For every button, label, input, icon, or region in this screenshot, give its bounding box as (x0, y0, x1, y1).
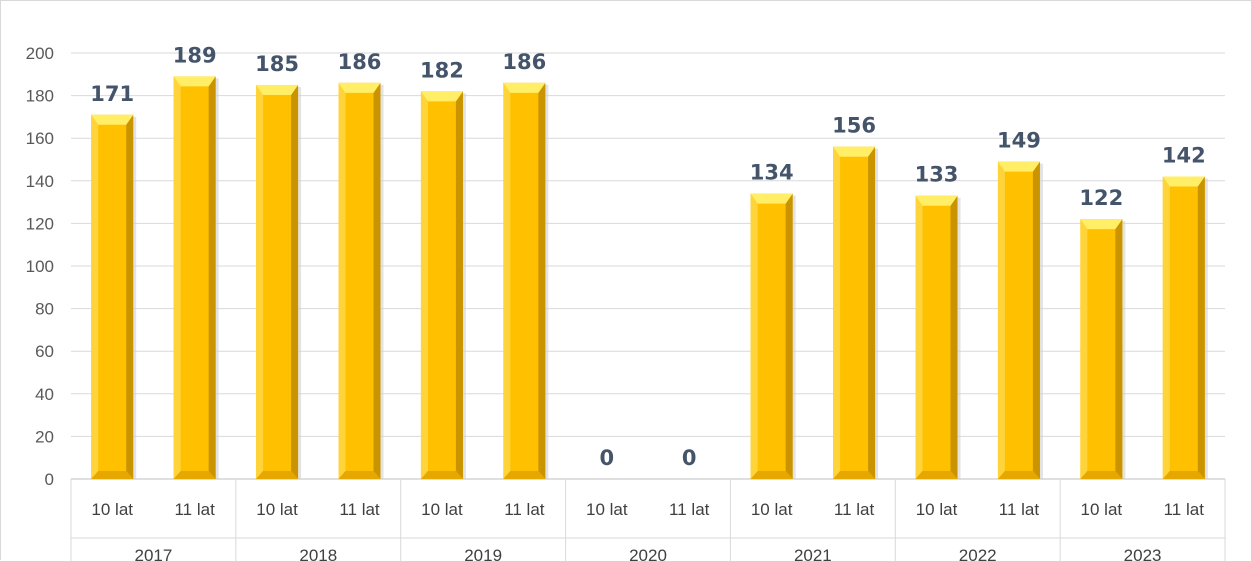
bar-bevel-right (126, 114, 134, 480)
data-label: 186 (502, 50, 546, 74)
bar-bevel-top (173, 76, 216, 87)
bar-bevel-top (420, 91, 463, 102)
bar-bevel-top (91, 114, 134, 125)
bar-bevel-right (291, 84, 299, 479)
bar-bevel-bottom (256, 471, 299, 479)
bar-bevel-right (1032, 161, 1040, 479)
data-label: 0 (682, 446, 697, 470)
bar-bevel-bottom (338, 471, 381, 479)
data-label: 134 (750, 161, 794, 185)
x-group-label: 2023 (1124, 546, 1162, 561)
bar-bevel-right (1115, 219, 1123, 479)
bar-bevel-top (833, 146, 876, 157)
x-subcategory-label: 11 lat (1164, 500, 1205, 519)
bar-bevel-bottom (173, 471, 216, 479)
bar-bevel-bottom (833, 471, 876, 479)
bar-bevel-right (868, 146, 876, 479)
data-label: 133 (915, 163, 959, 187)
data-label: 149 (997, 129, 1041, 153)
bar-bevel-top (256, 84, 299, 95)
data-label: 185 (255, 52, 299, 76)
bar-bevel-left (750, 193, 758, 479)
bar-bevel-left (997, 161, 1005, 479)
x-group-label: 2019 (464, 546, 502, 561)
bar-bevel-bottom (91, 471, 134, 479)
data-label: 189 (173, 43, 217, 67)
bar-bevel-right (950, 195, 958, 479)
y-tick-label: 160 (26, 129, 54, 148)
y-tick-label: 200 (26, 44, 54, 63)
bar-bevel-top (338, 82, 381, 93)
bar-bevel-top (750, 193, 793, 204)
y-tick-label: 80 (35, 300, 54, 319)
y-tick-label: 120 (26, 214, 54, 233)
bar-bevel-left (833, 146, 841, 479)
bar-bevel-bottom (997, 471, 1040, 479)
y-tick-label: 60 (35, 342, 54, 361)
bar-bevel-left (256, 84, 264, 479)
y-tick-label: 100 (26, 257, 54, 276)
x-group-label: 2018 (299, 546, 337, 561)
data-label: 0 (599, 446, 614, 470)
bar-bevel-top (915, 195, 958, 206)
bar-bevel-left (1080, 219, 1088, 479)
bar-bevel-bottom (420, 471, 463, 479)
bar-bevel-right (785, 193, 793, 479)
bar-bevel-right (455, 91, 463, 479)
bar-bevel-top (997, 161, 1040, 172)
bar-bevel-left (915, 195, 923, 479)
bar-bevel-left (173, 76, 181, 480)
bar-bevel-right (373, 82, 381, 479)
data-label: 186 (338, 50, 382, 74)
bar-bevel-right (208, 76, 216, 480)
bar-bevel-top (503, 82, 546, 93)
bar-bevel-top (1162, 176, 1205, 187)
x-subcategory-label: 10 lat (256, 500, 298, 519)
x-subcategory-label: 10 lat (916, 500, 958, 519)
y-tick-label: 180 (26, 87, 54, 106)
x-subcategory-label: 10 lat (1081, 500, 1123, 519)
data-label: 171 (90, 82, 134, 106)
bar-bevel-top (1080, 219, 1123, 230)
bar-bevel-left (338, 82, 346, 479)
x-subcategory-label: 11 lat (339, 500, 380, 519)
y-tick-label: 20 (35, 427, 54, 446)
x-group-label: 2017 (135, 546, 173, 561)
bar-bevel-right (1197, 176, 1205, 480)
bar-bevel-right (538, 82, 546, 479)
bar-bevel-left (503, 82, 511, 479)
y-tick-label: 140 (26, 172, 54, 191)
data-label: 156 (832, 114, 876, 138)
bar-bevel-bottom (750, 471, 793, 479)
x-subcategory-label: 11 lat (834, 500, 875, 519)
x-subcategory-label: 11 lat (999, 500, 1040, 519)
data-label: 142 (1162, 144, 1206, 168)
x-subcategory-label: 11 lat (174, 500, 215, 519)
data-label: 182 (420, 58, 464, 82)
y-tick-label: 40 (35, 385, 54, 404)
bar-bevel-left (1162, 176, 1170, 480)
x-subcategory-label: 10 lat (751, 500, 793, 519)
bar-bevel-left (91, 114, 99, 480)
bar-bevel-left (420, 91, 428, 479)
x-subcategory-label: 11 lat (504, 500, 545, 519)
x-subcategory-label: 10 lat (421, 500, 463, 519)
x-subcategory-label: 10 lat (91, 500, 133, 519)
x-subcategory-label: 10 lat (586, 500, 628, 519)
bar-bevel-bottom (1162, 471, 1205, 479)
bar-bevel-bottom (1080, 471, 1123, 479)
x-subcategory-label: 11 lat (669, 500, 710, 519)
y-tick-label: 0 (45, 470, 54, 489)
data-label: 122 (1079, 186, 1123, 210)
bar-bevel-bottom (915, 471, 958, 479)
x-group-label: 2022 (959, 546, 997, 561)
bar-bevel-bottom (503, 471, 546, 479)
x-group-label: 2020 (629, 546, 667, 561)
x-group-label: 2021 (794, 546, 832, 561)
